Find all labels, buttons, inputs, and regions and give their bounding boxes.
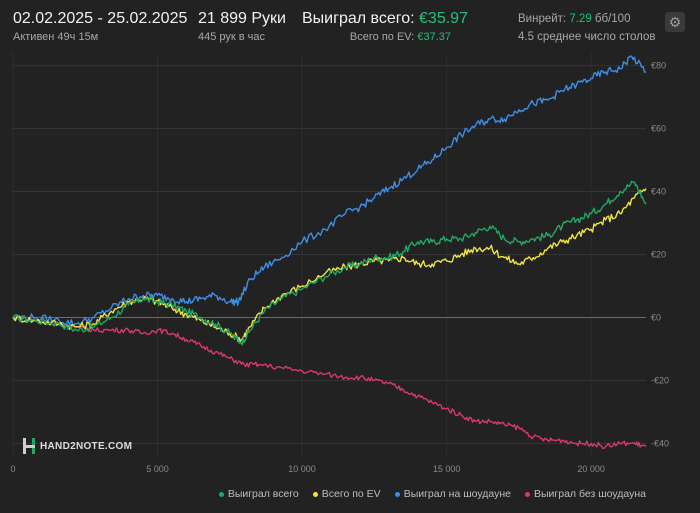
series-line-4 [12,316,647,449]
legend-item-non-showdown[interactable]: Выиграл без шоудауна [525,488,646,500]
won-total-label: Выиграл всего: [302,10,415,27]
gear-icon[interactable]: ⚙ [665,12,685,32]
y-tick-label: €20 [651,250,666,260]
legend-dot [394,491,400,497]
y-tick-label: €40 [651,187,666,197]
winrate-label: Винрейт: [518,13,567,25]
winrate-unit: бб/100 [594,13,631,25]
x-tick-label: 0 [10,464,15,474]
y-tick-label: -€40 [651,438,669,448]
y-tick-label: €0 [651,312,661,322]
won-total: Выиграл всего: €35.97 [302,10,468,28]
ev-label: Всего по EV: [349,31,415,43]
hand2note-logo: HAND2NOTE.COM [22,437,132,455]
avg-tables: 4.5 среднее число столов [518,31,656,43]
stats-header: 02.02.2025 - 25.02.2025 Активен 49ч 15м … [0,0,700,50]
ev-total: Всего по EV: €37.37 [350,31,451,43]
date-range: 02.02.2025 - 25.02.2025 [13,10,188,27]
hands-per-hour: 445 рук в час [198,31,266,43]
y-tick-label: -€20 [651,375,669,385]
legend-item-showdown[interactable]: Выиграл на шоудауне [394,488,511,500]
y-tick-label: €80 [651,61,666,71]
legend-label: Выиграл без шоудауна [534,488,646,500]
legend-item-ev[interactable]: Всего по EV [312,488,381,500]
x-tick-label: 10 000 [288,464,316,474]
chart-legend: Выиграл всего Всего по EV Выиграл на шоу… [218,488,646,500]
winrate: Винрейт: 7.29 бб/100 [518,13,630,25]
chart-area: €80 €60 €40 €20 €0 -€20 -€40 0 5 000 10 000 15 00… [10,53,669,474]
hands-count: 21 899 Руки [198,10,286,27]
x-tick-label: 20 000 [577,464,605,474]
legend-label: Всего по EV [321,488,381,500]
logo-mark-icon [23,438,35,454]
won-total-value: €35.97 [419,10,468,27]
logo-text: HAND2NOTE.COM [40,440,133,452]
active-time: Активен 49ч 15м [13,31,99,43]
series-line-1 [12,180,647,346]
legend-item-won-total[interactable]: Выиграл всего [218,488,299,500]
winrate-value: 7.29 [569,13,592,25]
x-tick-label: 15 000 [433,464,461,474]
x-tick-label: 5 000 [146,464,169,474]
legend-label: Выиграл на шоудауне [403,488,511,500]
legend-dot [218,491,224,497]
y-tick-label: €60 [651,124,666,134]
ev-value: €37.37 [417,31,451,43]
series-line-3 [12,55,647,327]
legend-dot [525,491,530,497]
legend-dot [312,491,318,497]
legend-label: Выиграл всего [227,488,299,500]
